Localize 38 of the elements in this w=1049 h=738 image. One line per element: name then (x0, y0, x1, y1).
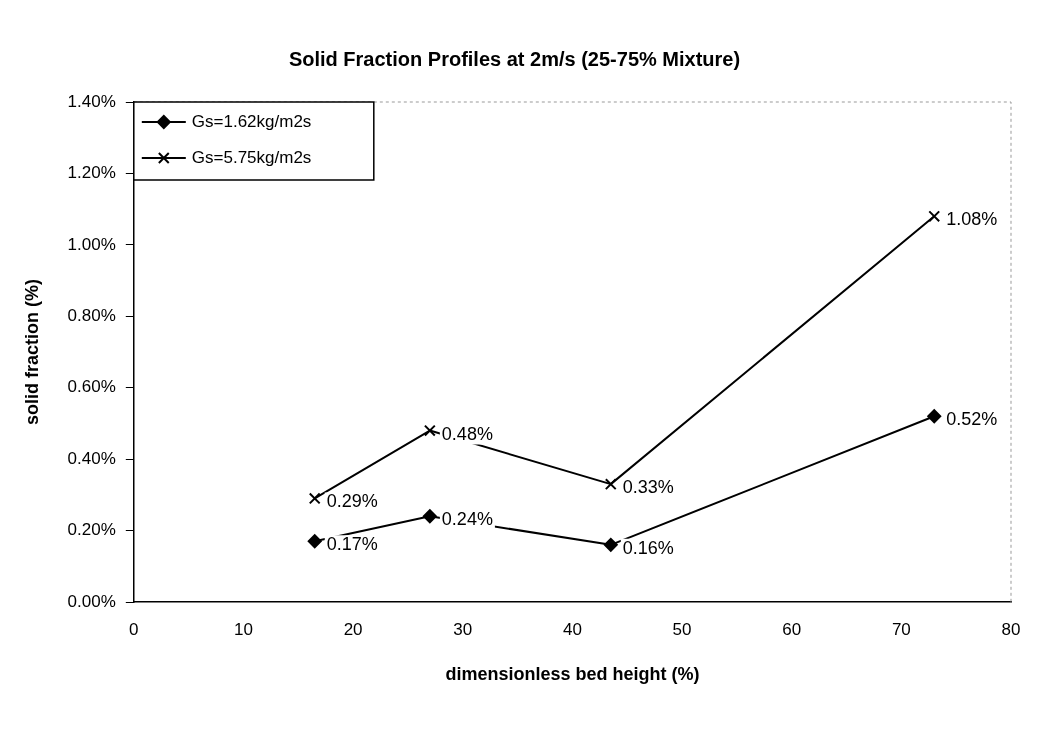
point (927, 409, 942, 424)
y-tick-label: 1.40% (67, 91, 116, 111)
x-tick-label: 70 (891, 619, 911, 639)
data-label: 1.08% (946, 209, 998, 230)
y-tick-label: 0.80% (67, 305, 116, 325)
chart-title: Solid Fraction Profiles at 2m/s (25-75% Mixture) (288, 47, 741, 70)
data-label: 0.24% (441, 509, 493, 530)
point (423, 424, 436, 437)
data-label: 0.52% (946, 409, 998, 430)
y-tick-label: 1.00% (67, 234, 116, 254)
point (307, 534, 322, 549)
data-label: 0.17% (326, 534, 378, 555)
data-label: 0.16% (622, 537, 674, 558)
point (308, 492, 321, 505)
data-label: 0.48% (441, 423, 493, 444)
y-tick-label: 1.20% (67, 163, 116, 183)
point (928, 210, 941, 223)
x-tick-label: 10 (233, 619, 253, 639)
x-tick-label: 80 (1001, 619, 1021, 639)
y-tick-label: 0.00% (67, 591, 116, 611)
y-axis-title: solid fraction (%) (21, 278, 42, 426)
x-tick-label: 30 (453, 619, 473, 639)
data-label: 0.29% (326, 491, 378, 512)
data-label: 0.33% (622, 477, 674, 498)
point (603, 537, 618, 552)
x-axis-title: dimensionless bed height (%) (445, 664, 700, 685)
point (604, 478, 617, 491)
x-tick-label: 20 (343, 619, 363, 639)
point (422, 509, 437, 524)
x-tick-label: 60 (782, 619, 802, 639)
legend-label: Gs=1.62kg/m2s (191, 111, 312, 131)
x-tick-label: 0 (129, 619, 139, 639)
x-tick-label: 40 (562, 619, 582, 639)
legend-label: Gs=5.75kg/m2s (191, 147, 312, 167)
y-tick-label: 0.40% (67, 448, 116, 468)
y-tick-label: 0.60% (67, 377, 116, 397)
y-tick-label: 0.20% (67, 520, 116, 540)
x-tick-label: 50 (672, 619, 692, 639)
